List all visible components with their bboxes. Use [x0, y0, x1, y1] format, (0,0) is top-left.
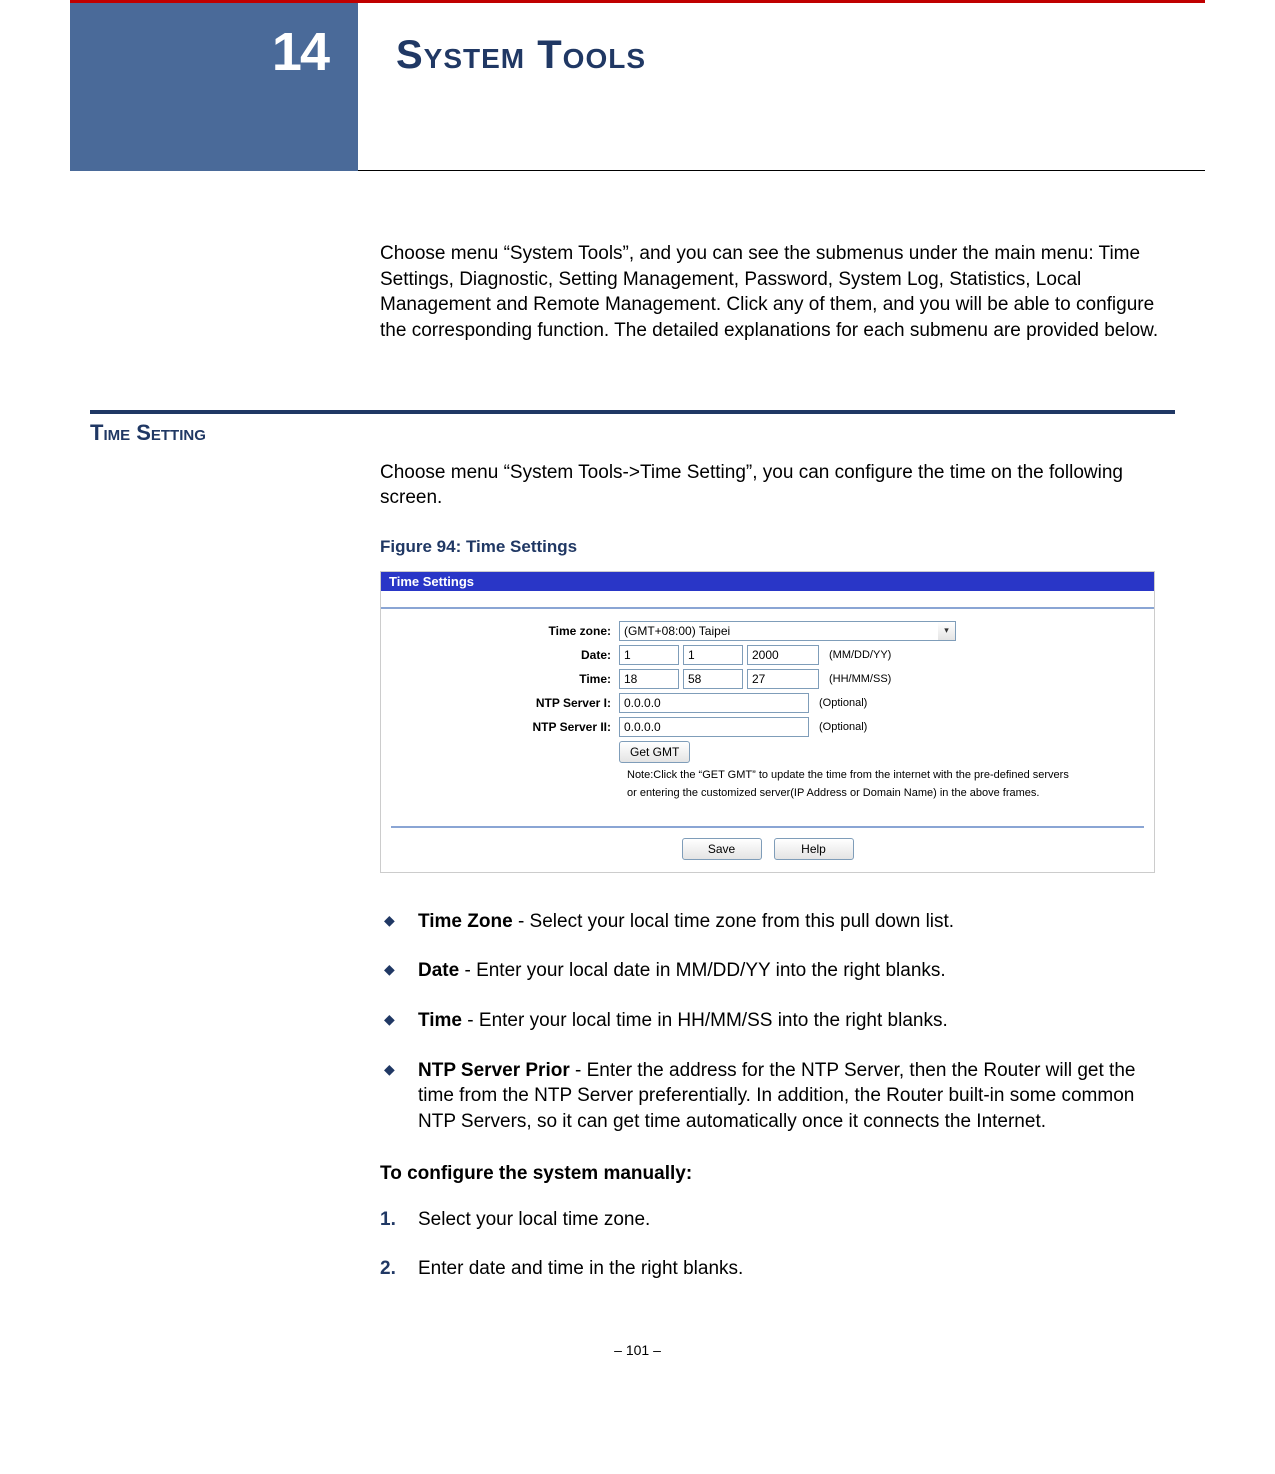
- chapter-title: System Tools: [396, 33, 646, 77]
- desc: - Enter your local date in MM/DD/YY into…: [459, 960, 945, 981]
- date-year-input[interactable]: [747, 645, 819, 665]
- section-body: Choose menu “System Tools->Time Setting”…: [380, 460, 1175, 511]
- page-number: – 101 –: [0, 1342, 1275, 1358]
- mock-divider-top: [381, 591, 1154, 613]
- intro-paragraph: Choose menu “System Tools”, and you can …: [380, 241, 1175, 344]
- ntp1-label: NTP Server I:: [391, 696, 619, 710]
- term: Time: [418, 1010, 462, 1031]
- mock-note-line1: Note:Click the “GET GMT” to update the t…: [627, 767, 1144, 784]
- mock-divider-bottom: [391, 826, 1144, 828]
- section-heading: Time Setting: [90, 420, 1275, 446]
- chapter-number: 14: [272, 21, 328, 83]
- mock-title-bar: Time Settings: [381, 572, 1154, 591]
- save-button[interactable]: Save: [682, 838, 762, 860]
- time-settings-screenshot: Time Settings Time zone: ▾ Date: (MM/DD/…: [380, 571, 1155, 873]
- time-hh-input[interactable]: [619, 669, 679, 689]
- help-button[interactable]: Help: [774, 838, 854, 860]
- date-day-input[interactable]: [683, 645, 743, 665]
- section-rule: [90, 410, 1175, 414]
- list-item: 2. Enter date and time in the right blank…: [380, 1256, 1175, 1282]
- time-format-hint: (HH/MM/SS): [829, 673, 891, 685]
- list-item: Date - Enter your local date in MM/DD/YY…: [380, 958, 1175, 984]
- manual-config-heading: To configure the system manually:: [380, 1163, 1175, 1185]
- ntp1-input[interactable]: [619, 693, 809, 713]
- mock-note-line2: or entering the customized server(IP Add…: [627, 785, 1144, 802]
- field-descriptions-list: Time Zone - Select your local time zone …: [380, 909, 1175, 1135]
- step-number: 2.: [380, 1256, 396, 1282]
- time-label: Time:: [391, 672, 619, 686]
- list-item: NTP Server Prior - Enter the address for…: [380, 1058, 1175, 1135]
- ntp1-optional-hint: (Optional): [819, 697, 867, 709]
- list-item: Time Zone - Select your local time zone …: [380, 909, 1175, 935]
- timezone-select[interactable]: [619, 621, 939, 641]
- chapter-header: 14 System Tools: [70, 3, 1205, 171]
- date-label: Date:: [391, 648, 619, 662]
- ntp2-input[interactable]: [619, 717, 809, 737]
- step-text: Select your local time zone.: [418, 1209, 650, 1230]
- step-text: Enter date and time in the right blanks.: [418, 1258, 743, 1279]
- ntp2-optional-hint: (Optional): [819, 721, 867, 733]
- manual-steps-list: 1. Select your local time zone. 2. Enter d…: [380, 1207, 1175, 1282]
- get-gmt-button[interactable]: Get GMT: [619, 741, 690, 763]
- chevron-down-icon[interactable]: ▾: [938, 621, 956, 641]
- list-item: 1. Select your local time zone.: [380, 1207, 1175, 1233]
- ntp2-label: NTP Server II:: [391, 720, 619, 734]
- chapter-number-box: 14: [70, 3, 358, 171]
- time-ss-input[interactable]: [747, 669, 819, 689]
- list-item: Time - Enter your local time in HH/MM/SS…: [380, 1008, 1175, 1034]
- desc: - Enter your local time in HH/MM/SS into…: [462, 1010, 948, 1031]
- step-number: 1.: [380, 1207, 396, 1233]
- term: Time Zone: [418, 911, 513, 932]
- term: Date: [418, 960, 459, 981]
- timezone-label: Time zone:: [391, 624, 619, 638]
- date-month-input[interactable]: [619, 645, 679, 665]
- desc: - Select your local time zone from this …: [513, 911, 954, 932]
- term: NTP Server Prior: [418, 1060, 570, 1081]
- time-mm-input[interactable]: [683, 669, 743, 689]
- date-format-hint: (MM/DD/YY): [829, 649, 891, 661]
- chapter-title-box: System Tools: [358, 3, 1205, 171]
- figure-caption: Figure 94: Time Settings: [380, 537, 1175, 557]
